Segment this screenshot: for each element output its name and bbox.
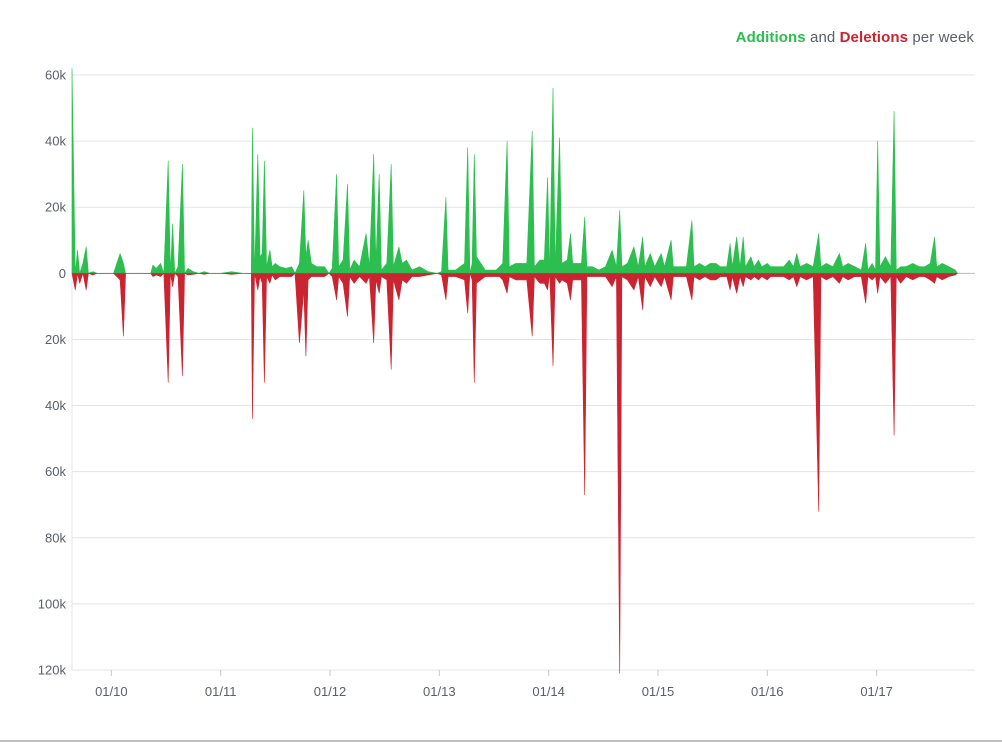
- y-tick-label: 80k: [45, 530, 66, 545]
- y-tick-label: 60k: [45, 68, 66, 83]
- y-tick-label: 40k: [45, 134, 66, 149]
- x-tick-label: 01/10: [95, 684, 128, 699]
- additions-area-series: [71, 68, 958, 274]
- y-tick-label: 40k: [45, 398, 66, 413]
- x-tick-label: 01/12: [314, 684, 347, 699]
- window-bottom-edge: [0, 740, 1002, 742]
- y-tick-label: 20k: [45, 332, 66, 347]
- y-tick-label: 60k: [45, 464, 66, 479]
- legend-and-text: and: [810, 29, 836, 46]
- x-tick-label: 01/17: [860, 684, 893, 699]
- y-tick-label: 0: [59, 266, 66, 281]
- y-tick-label: 20k: [45, 200, 66, 215]
- y-tick-label: 120k: [38, 663, 67, 678]
- chart-legend: Additions and Deletions per week: [736, 29, 974, 46]
- deletions-area-series: [71, 273, 958, 674]
- legend-deletions: Deletions: [839, 29, 909, 46]
- x-tick-label: 01/15: [642, 684, 675, 699]
- x-tick-label: 01/11: [205, 684, 237, 699]
- x-tick-label: 01/13: [423, 684, 456, 699]
- legend-additions: Additions: [735, 29, 806, 46]
- legend-suffix: per week: [912, 29, 974, 46]
- x-tick-label: 01/16: [751, 684, 784, 699]
- y-tick-label: 100k: [38, 596, 67, 611]
- x-tick-label: 01/14: [532, 684, 565, 699]
